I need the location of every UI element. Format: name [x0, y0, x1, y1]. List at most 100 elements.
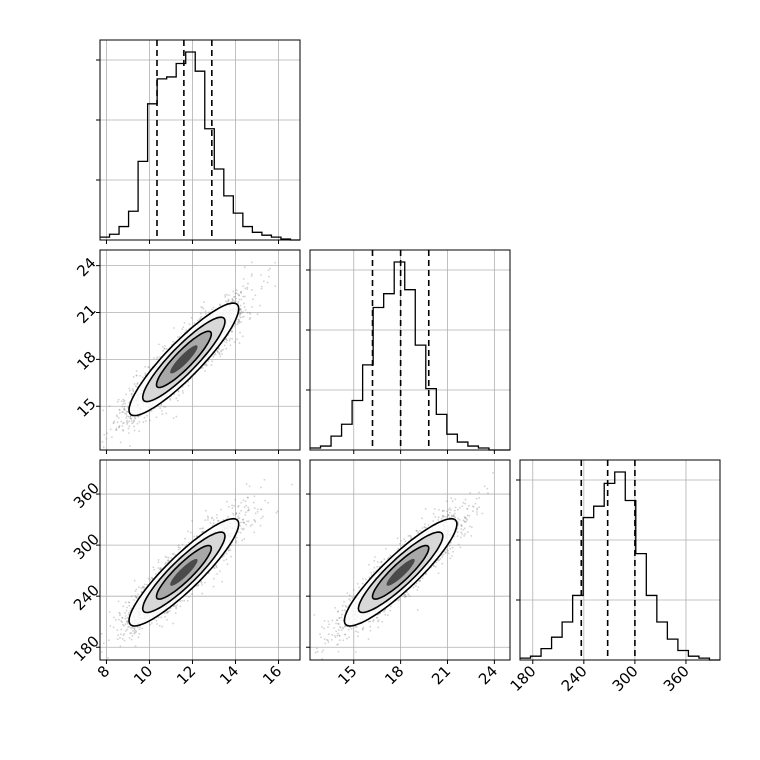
scatter-point	[246, 496, 249, 499]
scatter-point	[136, 422, 139, 425]
scatter-point	[274, 285, 277, 288]
scatter-point	[165, 412, 168, 415]
scatter-point	[124, 612, 126, 614]
scatter-point	[249, 524, 252, 527]
scatter-point	[250, 273, 253, 275]
scatter-point	[253, 507, 256, 510]
scatter-point	[120, 420, 123, 423]
scatter-point	[216, 349, 219, 352]
scatter-point	[127, 626, 130, 629]
scatter-point	[112, 422, 115, 425]
scatter-point	[124, 402, 127, 405]
scatter-point	[242, 295, 245, 298]
scatter-point	[159, 407, 162, 410]
scatter-point	[117, 426, 120, 429]
scatter-point	[187, 530, 189, 533]
scatter-point	[102, 642, 105, 645]
scatter-point	[125, 417, 128, 419]
scatter-point	[155, 619, 158, 622]
scatter-point	[216, 566, 218, 569]
scatter-point	[240, 509, 243, 512]
scatter-point	[123, 408, 126, 410]
x-tick-label: 360	[660, 662, 693, 695]
scatter-point	[120, 620, 123, 622]
scatter-point	[238, 315, 241, 317]
scatter-point	[229, 344, 232, 347]
scatter-point	[108, 611, 111, 613]
scatter-point	[121, 425, 124, 427]
scatter-point	[216, 513, 218, 516]
x-tick-label: 12	[173, 662, 199, 688]
scatter-point	[242, 315, 245, 318]
scatter-point	[128, 604, 131, 607]
scatter-point	[227, 298, 230, 301]
scatter-point	[142, 421, 145, 424]
scatter-point	[128, 637, 131, 639]
scatter-point	[200, 306, 203, 308]
scatter-point	[215, 565, 217, 568]
scatter-point	[133, 383, 136, 385]
scatter-point	[136, 626, 139, 629]
scatter-point	[144, 365, 146, 368]
scatter-point	[138, 626, 141, 629]
scatter-point	[202, 530, 205, 533]
scatter-point	[156, 356, 159, 359]
scatter-point	[113, 616, 115, 619]
scatter-point	[225, 341, 228, 344]
scatter-point	[235, 297, 237, 300]
scatter-point	[172, 622, 175, 625]
y-tick-label: 18	[73, 348, 99, 374]
scatter-point	[162, 405, 165, 408]
scatter-point	[266, 281, 269, 284]
scatter-point	[220, 349, 223, 352]
scatter-point	[133, 632, 136, 635]
scatter-point	[151, 577, 154, 580]
scatter-point	[237, 318, 240, 321]
scatter-point	[241, 539, 244, 542]
scatter-point	[198, 318, 201, 321]
scatter-point	[230, 555, 232, 558]
scatter-point	[127, 415, 130, 418]
scatter-point	[249, 316, 252, 319]
scatter-point	[219, 570, 221, 573]
scatter-point	[233, 295, 235, 298]
scatter-point	[179, 605, 182, 608]
scatter-point	[134, 594, 137, 597]
scatter-point	[181, 328, 184, 331]
scatter-point	[175, 397, 178, 400]
scatter-point	[244, 514, 247, 516]
scatter-point	[124, 630, 127, 632]
scatter-point	[218, 303, 221, 306]
scatter-point	[172, 552, 175, 555]
scatter-point	[116, 415, 119, 418]
scatter-point	[243, 538, 246, 540]
scatter-point	[160, 410, 163, 412]
scatter-point	[150, 576, 153, 579]
density-contour	[170, 345, 198, 374]
scatter-point	[109, 428, 112, 431]
scatter-point	[226, 563, 229, 566]
scatter-point	[177, 390, 180, 393]
scatter-point	[103, 433, 106, 436]
scatter-point	[148, 419, 151, 422]
scatter-point	[251, 523, 253, 526]
scatter-point	[101, 440, 104, 443]
scatter-point	[161, 413, 164, 415]
x-tick-label: 180	[507, 662, 540, 695]
scatter-point	[234, 292, 237, 295]
scatter-point	[117, 398, 120, 401]
scatter-point	[120, 400, 123, 403]
scatter-point	[158, 624, 161, 627]
scatter-point	[215, 564, 218, 567]
scatter-point	[179, 600, 181, 603]
scatter-point	[141, 376, 144, 379]
panel-frame	[309, 249, 511, 451]
scatter-point	[241, 335, 244, 338]
scatter-point	[204, 519, 207, 522]
scatter-point	[247, 520, 250, 523]
scatter-point	[134, 629, 136, 632]
scatter-point	[96, 425, 98, 427]
scatter-point	[143, 416, 146, 419]
scatter-point	[240, 310, 243, 313]
scatter-point	[116, 638, 119, 641]
